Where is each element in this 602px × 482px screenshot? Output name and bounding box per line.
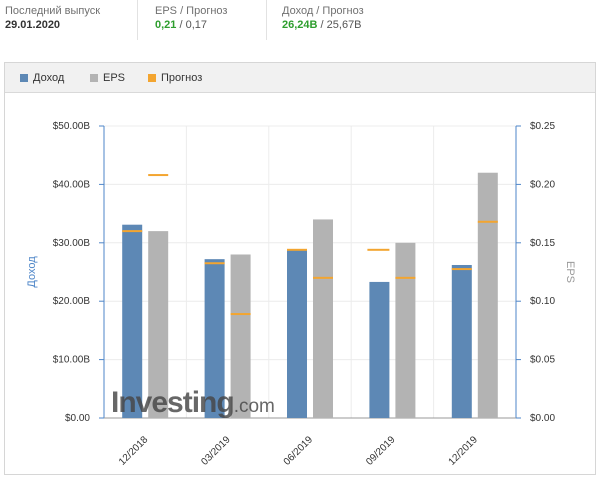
x-tick-label: 03/2019 xyxy=(199,434,233,468)
eps-bar xyxy=(230,254,251,418)
legend-label-eps: EPS xyxy=(103,72,126,84)
legend-swatch-eps xyxy=(90,74,98,82)
y-tick-left: $30.00B xyxy=(53,238,91,249)
revenue-forecast-mark xyxy=(122,230,143,233)
y-tick-left: $40.00B xyxy=(53,179,91,190)
revenue-separator: / xyxy=(317,19,327,31)
last-release: Последний выпуск 29.01.2020 xyxy=(5,4,100,32)
earnings-chart-panel: Доход EPS Прогноз $0.00 $10.00B $20.00B $30… xyxy=(4,62,596,475)
revenue-label: Доход / Прогноз xyxy=(282,5,364,17)
eps-actual: 0,21 xyxy=(155,19,177,31)
y-tick-right: $0.20 xyxy=(530,179,555,190)
x-tick-label: 06/2019 xyxy=(282,434,316,468)
eps-forecast-mark xyxy=(148,174,169,177)
divider xyxy=(137,0,138,40)
y-tick-left: $50.00B xyxy=(53,121,91,132)
x-tick-label: 12/2018 xyxy=(117,434,151,468)
x-tick-label: 12/2019 xyxy=(447,434,481,468)
last-release-value: 29.01.2020 xyxy=(5,19,61,31)
divider xyxy=(266,0,267,40)
revenue-bar xyxy=(451,264,472,418)
y-tick-right: $0.00 xyxy=(530,413,555,424)
last-release-label: Последний выпуск xyxy=(5,5,101,17)
chart-legend: Доход EPS Прогноз xyxy=(5,63,595,93)
revenue-forecast-mark xyxy=(451,268,472,271)
eps-forecast-mark xyxy=(230,313,251,316)
y-tick-left: $20.00B xyxy=(53,296,91,307)
earnings-chart: $0.00 $10.00B $20.00B $30.00B $40.00B $50.00B… xyxy=(26,121,576,468)
legend-item-eps[interactable]: EPS xyxy=(90,72,125,84)
legend-item-forecast[interactable]: Прогноз xyxy=(148,72,202,84)
y-tick-right: $0.25 xyxy=(530,121,555,132)
y-axis-title-right: EPS xyxy=(564,261,576,283)
y-axis-title-left: Доход xyxy=(26,256,38,288)
y-tick-right: $0.05 xyxy=(530,355,555,366)
x-tick-label: 09/2019 xyxy=(364,434,398,468)
revenue-summary: Доход / Прогноз 26,24B / 25,67B xyxy=(282,4,364,32)
legend-item-revenue[interactable]: Доход xyxy=(20,72,64,84)
eps-bar xyxy=(395,242,416,418)
eps-forecast-mark xyxy=(395,276,416,279)
eps-forecast-mark xyxy=(313,276,333,279)
earnings-summary: Последний выпуск 29.01.2020 EPS / Прогно… xyxy=(0,0,602,52)
revenue-forecast-mark xyxy=(367,248,390,251)
revenue-bar xyxy=(122,224,143,418)
revenue-forecast: 25,67B xyxy=(326,19,362,31)
y-tick-left: $10.00B xyxy=(53,355,91,366)
y-tick-right: $0.10 xyxy=(530,296,555,307)
y-tick-left: $0.00 xyxy=(65,413,90,424)
revenue-bar xyxy=(204,259,225,418)
y-tick-right: $0.15 xyxy=(530,238,555,249)
eps-separator: / xyxy=(176,19,186,31)
investing-watermark-suffix: .com xyxy=(234,396,275,417)
legend-label-forecast: Прогноз xyxy=(161,72,203,84)
eps-forecast: 0,17 xyxy=(185,19,208,31)
legend-label-revenue: Доход xyxy=(33,72,65,84)
legend-swatch-revenue xyxy=(20,74,28,82)
revenue-forecast-mark xyxy=(204,262,225,265)
eps-bar xyxy=(313,219,333,418)
eps-bar xyxy=(148,231,169,418)
revenue-forecast-mark xyxy=(287,248,307,251)
eps-label: EPS / Прогноз xyxy=(155,5,228,17)
eps-summary: EPS / Прогноз 0,21 / 0,17 xyxy=(155,4,227,32)
revenue-bar xyxy=(369,281,390,418)
revenue-bar xyxy=(287,250,307,418)
eps-bar xyxy=(477,172,498,418)
revenue-actual: 26,24B xyxy=(282,19,318,31)
eps-forecast-mark xyxy=(477,220,498,223)
legend-swatch-forecast xyxy=(148,74,156,82)
